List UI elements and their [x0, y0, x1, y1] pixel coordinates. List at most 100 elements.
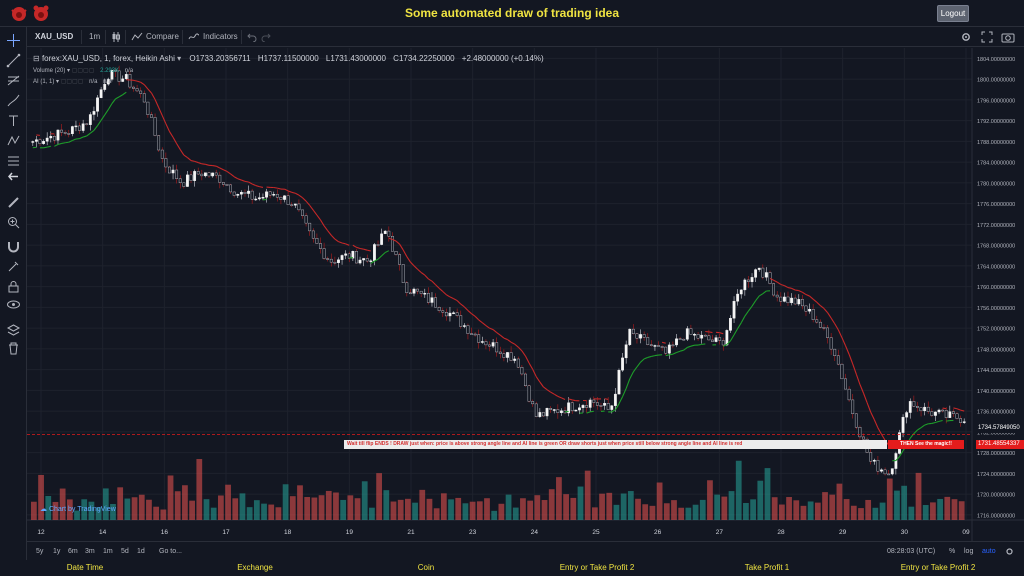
ai-line-segment — [154, 99, 160, 108]
log-toggle[interactable]: log — [964, 548, 974, 555]
range-3m[interactable]: 3m — [85, 548, 95, 555]
ruler-icon[interactable] — [6, 195, 21, 210]
ai-line-segment — [478, 319, 483, 324]
candle-body — [854, 413, 858, 428]
range-6m[interactable]: 6m — [68, 548, 78, 555]
volume-bar — [613, 504, 620, 520]
interval-selector[interactable]: 1m — [89, 32, 101, 41]
scale-settings-icon[interactable] — [1005, 547, 1014, 556]
candle-body — [768, 272, 772, 284]
fib-icon[interactable] — [6, 73, 21, 88]
percent-toggle[interactable]: % — [949, 548, 956, 555]
candle-body — [81, 123, 85, 131]
trash-icon[interactable] — [6, 341, 21, 356]
ai-line-segment — [223, 169, 228, 172]
candle-body — [182, 182, 186, 187]
volume-bar — [239, 493, 246, 520]
candle-body — [934, 411, 937, 416]
legend-buttons-icon[interactable]: ▢▢▢▢ — [60, 79, 84, 85]
instruction-banner: Wait till flip ENDS ! DRAW just when: pr… — [344, 440, 887, 449]
layers-icon[interactable] — [6, 323, 21, 338]
indicators-button[interactable]: Indicators — [203, 32, 238, 41]
range-5d[interactable]: 5d — [121, 548, 129, 555]
trend-line-icon[interactable] — [6, 53, 21, 68]
range-5y[interactable]: 5y — [36, 548, 44, 555]
x-tick-label: 26 — [654, 529, 662, 536]
candle-body — [916, 406, 919, 408]
candle-body — [585, 405, 589, 408]
legend-collapse-icon[interactable]: ⊟ — [33, 54, 42, 63]
compare-button[interactable]: Compare — [146, 32, 179, 41]
tradingview-watermark[interactable]: ☁ Chart by TradingView — [40, 505, 116, 513]
candle-body — [193, 171, 197, 181]
ai-label[interactable]: AI (1, 1) — [33, 79, 55, 85]
legend-series-title[interactable]: forex:XAU_USD, 1, forex, Heikin Ashi — [41, 54, 175, 63]
ai-line-segment — [406, 256, 411, 263]
ai-line-segment — [820, 305, 825, 309]
ai-line-segment — [345, 243, 350, 246]
magnet-icon[interactable] — [6, 239, 21, 254]
candle-body — [905, 412, 909, 418]
candle-body — [808, 309, 811, 312]
candle-body — [426, 292, 430, 303]
volume-bar — [771, 497, 778, 520]
range-1d[interactable]: 1d — [137, 548, 145, 555]
volume-dropdown-icon[interactable]: ▾ — [65, 68, 72, 74]
lock-drawings-icon[interactable] — [6, 259, 21, 274]
volume-bar — [340, 499, 347, 520]
volume-label[interactable]: Volume (20) — [33, 68, 66, 74]
candle-style-icon[interactable] — [111, 31, 121, 43]
logout-button[interactable]: Logout — [937, 5, 969, 22]
range-1m[interactable]: 1m — [103, 548, 113, 555]
symbol-search[interactable]: XAU_USD — [35, 32, 74, 41]
volume-bar — [174, 491, 181, 520]
volume-bar — [455, 497, 462, 520]
volume-bar — [74, 510, 80, 520]
candle-body — [743, 279, 747, 291]
ai-line-segment — [356, 246, 361, 250]
ai-dropdown-icon[interactable]: ▾ — [54, 79, 61, 85]
candle-body — [31, 141, 35, 143]
volume-bar — [692, 504, 699, 520]
settings-icon[interactable] — [960, 31, 972, 43]
volume-bar — [59, 488, 66, 520]
x-tick-label: 25 — [592, 529, 600, 536]
candle-body — [822, 327, 826, 329]
range-1y[interactable]: 1y — [53, 548, 61, 555]
ai-line-segment — [564, 410, 569, 413]
undo-icon[interactable] — [247, 32, 257, 42]
legend-dropdown-icon[interactable]: ▾ — [174, 54, 184, 63]
prediction-icon[interactable] — [6, 153, 21, 168]
compare-icon[interactable] — [131, 32, 143, 42]
ai-line-segment — [86, 132, 91, 137]
footer-bar: Date Time Exchange Coin Entry or Take Pr… — [0, 560, 1024, 576]
zoom-in-icon[interactable] — [6, 215, 21, 230]
legend-buttons-icon[interactable]: ▢▢▢▢ — [71, 68, 95, 74]
text-tool-icon[interactable] — [6, 113, 21, 128]
ai-line-segment — [672, 351, 677, 355]
candle-body — [275, 194, 279, 198]
crosshair-icon[interactable] — [6, 33, 21, 48]
candle-body — [498, 351, 502, 354]
chart-widget: XAU_USD 1m Compare Indicators 1804.00000… — [0, 26, 1024, 561]
go-to-button[interactable]: Go to... — [159, 548, 182, 555]
volume-bar — [570, 497, 577, 520]
brush-icon[interactable] — [6, 93, 21, 108]
ai-line-segment — [676, 350, 681, 354]
eye-icon[interactable] — [6, 297, 21, 312]
volume-bar — [160, 509, 167, 520]
ai-line-segment — [327, 230, 332, 236]
redo-icon[interactable] — [261, 32, 271, 42]
candle-body — [441, 310, 445, 313]
ai-line-segment — [665, 354, 670, 357]
price-chart[interactable]: 1804.00000000 1800.00000000 1796.00000000 1… — [27, 48, 1024, 541]
auto-toggle[interactable]: auto — [982, 548, 996, 555]
candle-body — [142, 93, 146, 103]
lock-icon[interactable] — [6, 279, 21, 294]
fullscreen-icon[interactable] — [981, 31, 993, 43]
indicators-icon[interactable] — [188, 32, 200, 42]
back-arrow-icon[interactable] — [6, 169, 21, 184]
pattern-icon[interactable] — [6, 133, 21, 148]
camera-icon[interactable] — [1001, 31, 1015, 43]
